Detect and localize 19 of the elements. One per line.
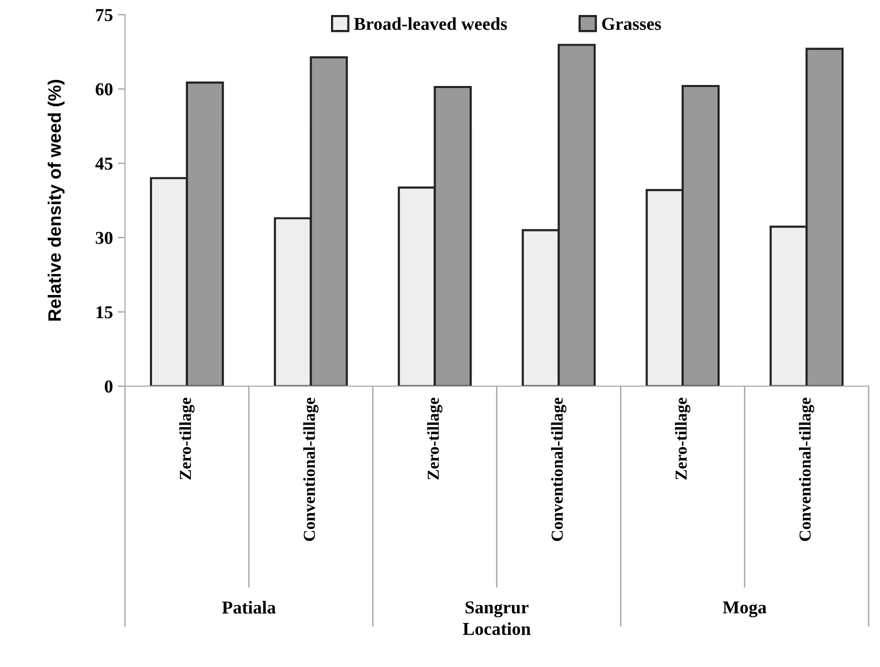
x-tick-label: Conventional-tillage: [303, 398, 318, 541]
text: Sangrur: [466, 601, 528, 618]
x-axis-title: Location: [462, 622, 531, 636]
y-tick-label: 15: [96, 306, 112, 318]
x-tick-label: Zero-tillage: [179, 398, 195, 480]
y-tick-label: 60: [96, 83, 112, 96]
x-tick-label: Conventional-tillage: [798, 398, 814, 541]
x-tick-label: Zero-tillage: [427, 398, 442, 480]
x-tick-label: Conventional-tillage: [551, 398, 566, 541]
y-axis-title: Relative density of weed (%): [48, 80, 65, 321]
y-tick-label: 75: [96, 9, 112, 22]
legend-label: Grasses: [602, 18, 662, 30]
x-tick-label: Zero-tillage: [675, 398, 690, 480]
legend-label: Broad-leaved weeds: [354, 17, 507, 30]
y-tick-label: 45: [95, 158, 112, 170]
text: Moga: [722, 601, 766, 618]
text: Patiala: [222, 600, 276, 614]
y-tick-label: 30: [96, 232, 112, 244]
y-tick-label: 0: [104, 380, 112, 393]
